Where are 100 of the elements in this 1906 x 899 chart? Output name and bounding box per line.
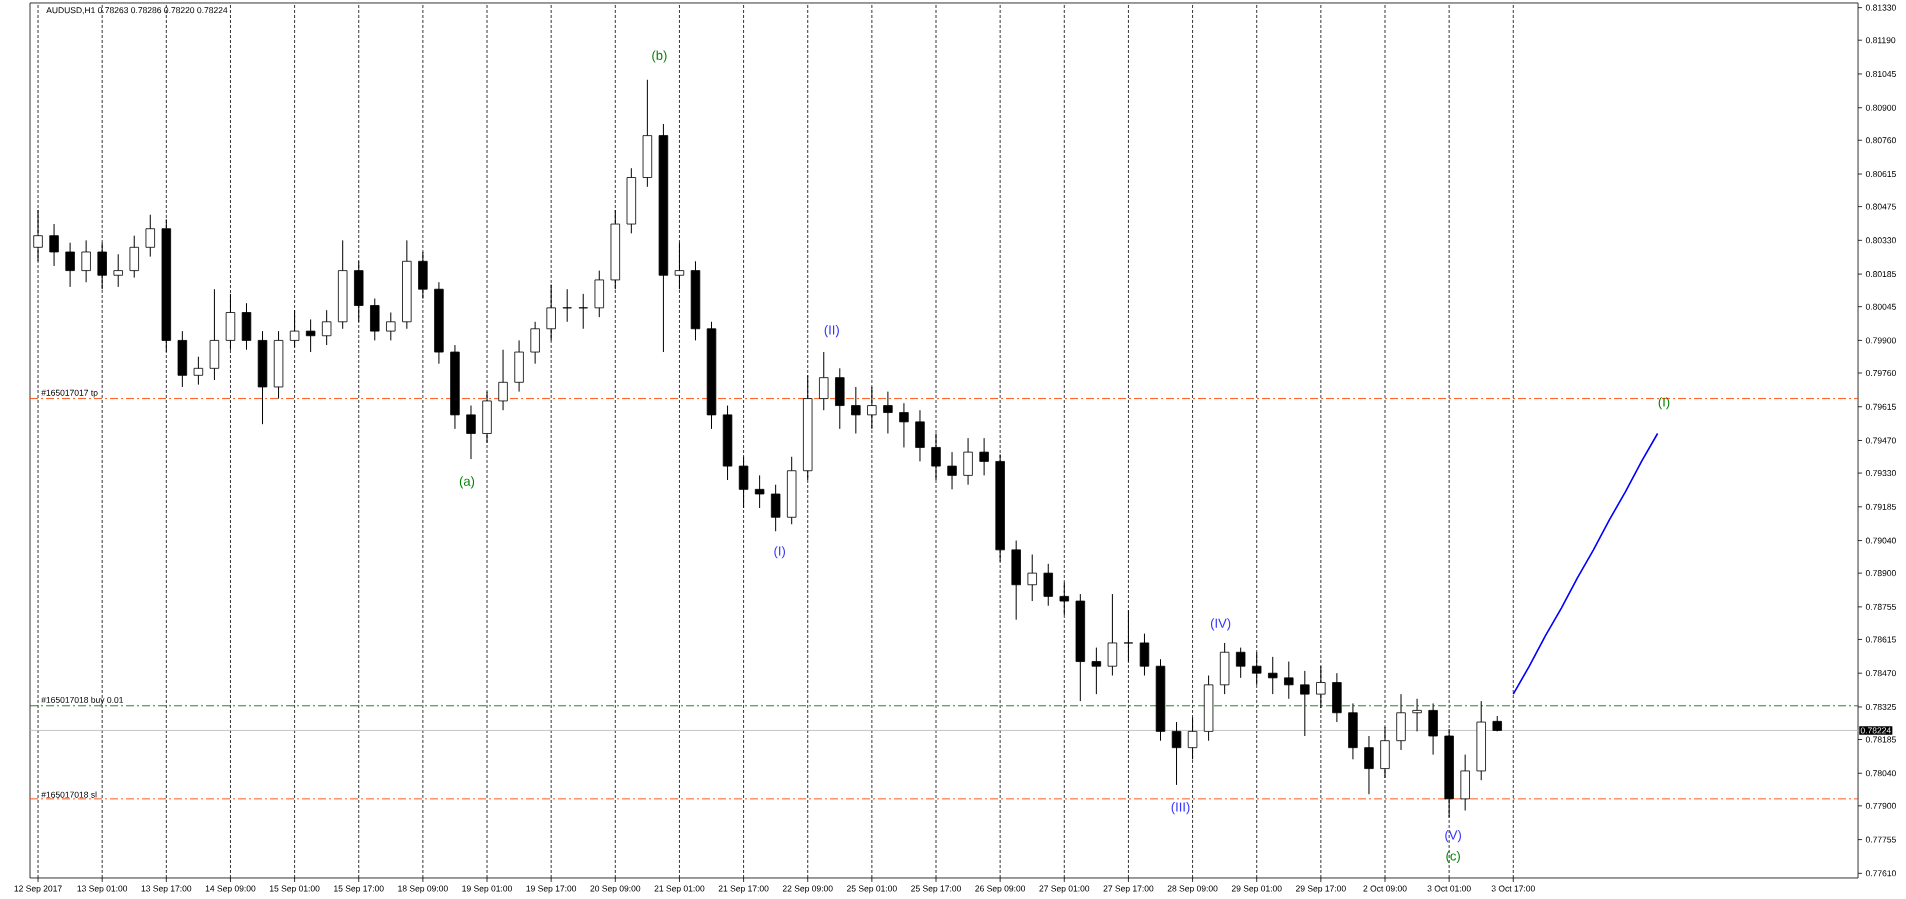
y-tick-label: 0.78755 <box>1865 603 1896 610</box>
candlestick <box>883 391 893 434</box>
candlestick <box>1027 554 1037 602</box>
candlestick <box>466 405 476 460</box>
candlestick <box>851 386 861 434</box>
y-tick-label: 0.80615 <box>1865 171 1896 178</box>
candlestick <box>1300 670 1310 737</box>
x-tick-label: 3 Oct 17:00 <box>1491 885 1535 892</box>
candlestick <box>963 437 973 486</box>
y-tick-label: 0.78900 <box>1865 570 1896 577</box>
candlestick <box>754 474 765 509</box>
y-tick-label: 0.79900 <box>1865 337 1896 344</box>
y-tick-label: 0.81190 <box>1865 37 1896 44</box>
candlestick <box>193 356 204 386</box>
candlestick <box>770 484 781 532</box>
y-tick-label: 0.80045 <box>1865 303 1896 310</box>
chart-title: AUDUSD,H1 0.78263 0.78286 0.78220 0.78224 <box>46 7 228 15</box>
candlestick <box>289 309 300 348</box>
y-tick-label: 0.80330 <box>1865 237 1896 244</box>
y-tick-label: 0.79760 <box>1865 369 1896 376</box>
x-tick-label: 13 Sep 01:00 <box>77 885 128 894</box>
candlestick <box>1251 651 1262 686</box>
candlestick <box>65 242 75 288</box>
x-tick-label: 29 Sep 01:00 <box>1231 885 1282 894</box>
candlestick <box>738 456 749 509</box>
x-tick-label: 18 Sep 09:00 <box>398 885 448 894</box>
candlestick <box>1316 665 1326 709</box>
annotation: (II) <box>824 325 839 338</box>
y-tick-label: 0.77610 <box>1865 870 1896 877</box>
candlestick <box>129 235 139 279</box>
y-tick-label: 0.81330 <box>1865 4 1896 11</box>
candlestick <box>49 223 59 267</box>
candlestick <box>81 239 91 283</box>
candlestick <box>530 321 540 365</box>
candlestick <box>1187 716 1198 760</box>
y-tick-label: 0.80475 <box>1865 203 1896 210</box>
candlestick <box>1139 633 1150 677</box>
x-tick-label: 26 Sep 09:00 <box>975 885 1026 894</box>
candlestick <box>931 433 941 481</box>
y-tick-label: 0.77900 <box>1865 802 1896 809</box>
x-tick-label: 28 Sep 09:00 <box>1167 885 1218 894</box>
y-tick-label: 0.79040 <box>1865 537 1896 544</box>
y-tick-label: 0.78185 <box>1865 736 1896 743</box>
candlestick <box>1171 721 1182 786</box>
ref-line-label: #165017017 tp <box>41 389 98 398</box>
y-tick-label: 0.79330 <box>1865 470 1896 477</box>
y-tick-label: 0.78470 <box>1865 670 1896 677</box>
y-tick-label: 0.81045 <box>1865 70 1896 77</box>
candlestick <box>1268 656 1278 695</box>
y-tick-label: 0.80760 <box>1865 137 1896 144</box>
candlestick <box>97 242 107 290</box>
candlestick <box>386 311 396 341</box>
x-tick-label: 21 Sep 17:00 <box>718 885 769 894</box>
y-tick-label: 0.78325 <box>1865 703 1896 710</box>
candlestick <box>819 351 829 411</box>
x-tick-label: 15 Sep 17:00 <box>334 885 384 894</box>
x-tick-label: 27 Sep 17:00 <box>1103 885 1154 894</box>
candlestick <box>145 214 156 258</box>
candlestick <box>1043 563 1053 607</box>
x-tick-label: 27 Sep 01:00 <box>1039 885 1090 894</box>
x-tick-label: 14 Sep 09:00 <box>205 885 256 894</box>
annotation: (c) <box>1446 850 1460 864</box>
x-tick-label: 19 Sep 17:00 <box>526 885 577 894</box>
annotation: (b) <box>652 50 667 63</box>
annotation: (III) <box>1171 802 1190 815</box>
annotation: (I) <box>1658 397 1670 410</box>
annotation: (I) <box>774 546 785 559</box>
ref-line-label: #165017018 sl <box>41 791 97 798</box>
ref-line-label: #165017018 buy 0.01 <box>41 696 124 705</box>
candlestick <box>1364 735 1374 795</box>
candlestick <box>1284 661 1294 700</box>
candlestick <box>674 242 685 290</box>
x-tick-label: 29 Sep 17:00 <box>1295 885 1346 894</box>
y-tick-label: 0.80900 <box>1865 104 1896 111</box>
x-tick-label: 20 Sep 09:00 <box>590 885 641 894</box>
candlestick <box>1059 581 1070 616</box>
x-tick-label: 25 Sep 17:00 <box>911 885 961 894</box>
candlestick <box>1412 698 1422 732</box>
y-tick-label: 0.80185 <box>1865 271 1896 278</box>
annotation: (IV) <box>1210 618 1231 631</box>
line-series <box>1512 432 1659 695</box>
x-tick-label: 15 Sep 01:00 <box>269 885 320 894</box>
x-tick-label: 3 Oct 01:00 <box>1427 885 1471 892</box>
candlestick <box>979 437 989 476</box>
candlestick <box>1123 609 1134 663</box>
y-tick-label: 0.78040 <box>1865 770 1896 777</box>
candlestick <box>947 451 957 490</box>
candlestick <box>498 349 508 411</box>
candlestick <box>867 386 877 430</box>
ref-line-label: 0.78224 <box>1860 727 1891 734</box>
x-tick-label: 25 Sep 01:00 <box>847 885 897 894</box>
candlestick <box>321 309 332 346</box>
annotation: (V) <box>1445 830 1461 843</box>
x-tick-label: 19 Sep 01:00 <box>462 885 512 894</box>
x-tick-label: 13 Sep 17:00 <box>141 885 192 894</box>
annotation: (a) <box>459 476 475 489</box>
candlestick <box>113 253 123 288</box>
candlestick <box>546 284 556 341</box>
y-tick-label: 0.77755 <box>1865 836 1896 843</box>
candlestick <box>1107 593 1118 677</box>
